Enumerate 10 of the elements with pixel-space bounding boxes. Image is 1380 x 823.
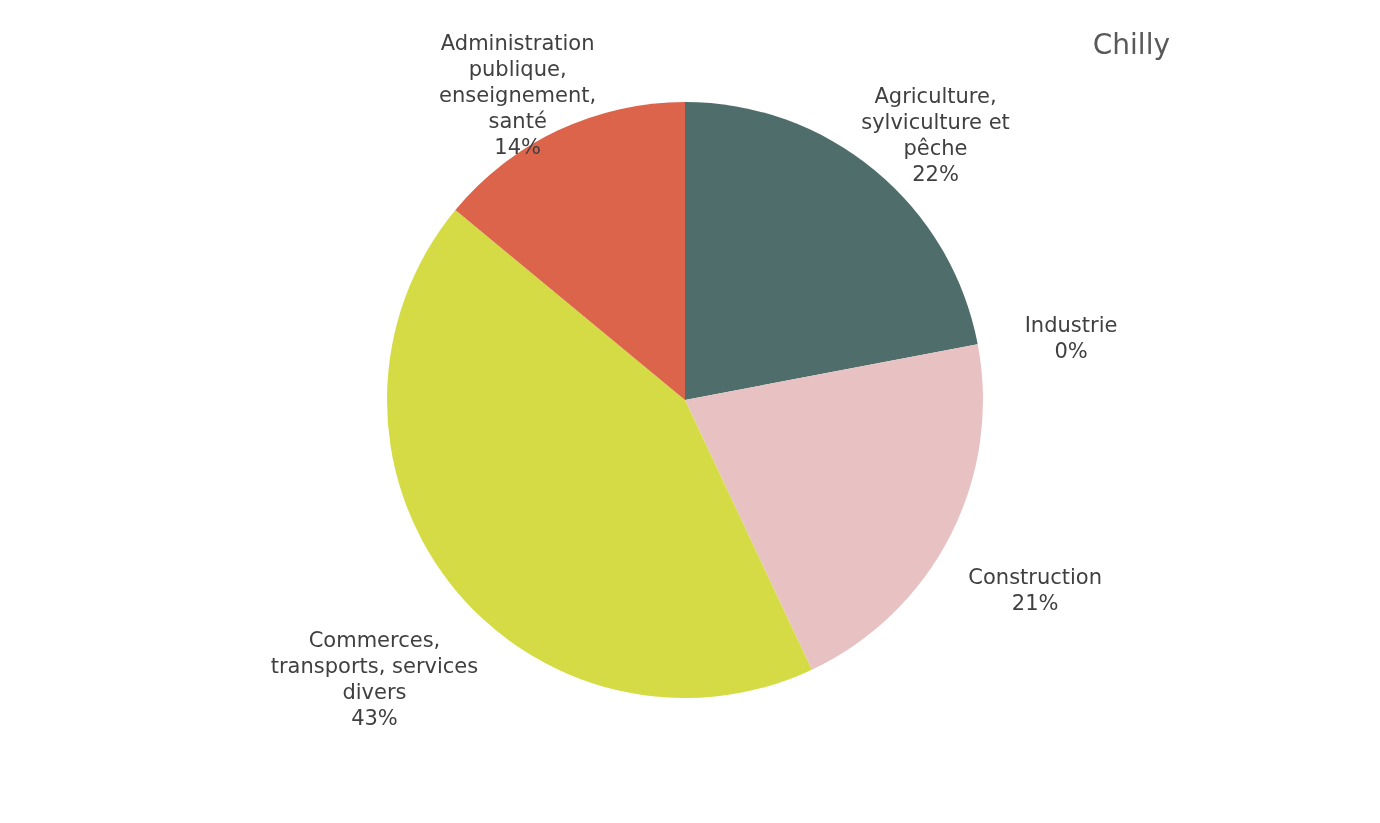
slice-label: Agriculture, sylviculture et pêche — [861, 84, 1010, 161]
chart-title: Chilly — [1092, 28, 1170, 61]
slice-label: Commerces, transports, services divers — [270, 627, 479, 704]
data-label: 21% — [1011, 591, 1059, 616]
slice-label: Construction — [968, 565, 1103, 590]
category-label: Industrie — [1024, 313, 1118, 338]
slice-label: Administration publique, enseignement, santé — [439, 31, 597, 134]
data-label: 43% — [351, 705, 398, 730]
data-label: 22% — [912, 162, 959, 187]
text: 0% — [1054, 339, 1088, 364]
